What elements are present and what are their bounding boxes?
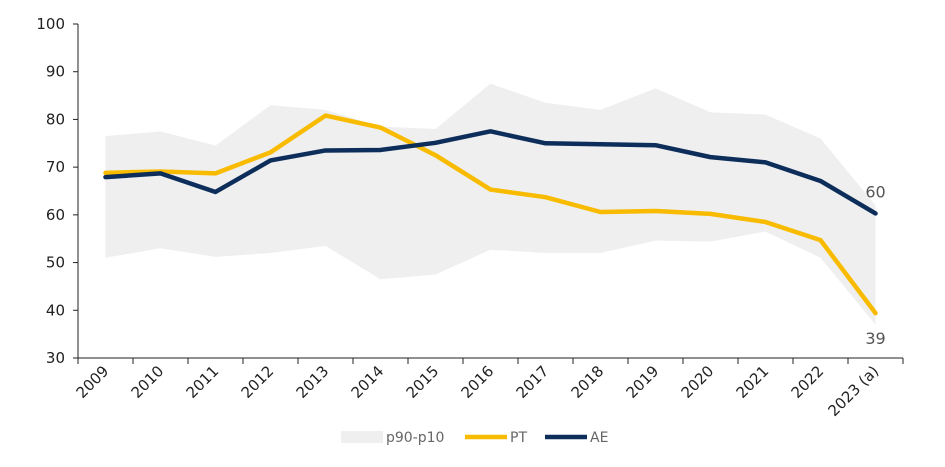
y-tick-label: 90	[46, 63, 65, 81]
legend-label: p90-p10	[386, 430, 444, 446]
y-tick-label: 50	[46, 254, 65, 272]
x-tick-label: 2013	[293, 362, 333, 402]
series-lines	[103, 113, 878, 316]
y-tick-label: 40	[46, 301, 65, 319]
legend-swatch-band	[341, 431, 383, 443]
x-tick-label: 2014	[348, 362, 388, 402]
legend: p90-p10 PT AE	[341, 430, 608, 446]
x-tick-label: 2017	[513, 362, 553, 402]
y-tick-label: 60	[46, 206, 65, 224]
y-tick-label: 70	[46, 158, 65, 176]
x-tick-label: 2022	[788, 362, 828, 402]
end-label-ae: 60	[865, 182, 885, 201]
x-tick-label: 2009	[73, 362, 113, 402]
y-axis: 30 40 50 60 70 80 90 100	[36, 15, 79, 367]
x-tick-label: 2019	[623, 362, 663, 402]
x-tick-label: 2012	[238, 362, 278, 402]
x-tick-label: 2018	[568, 362, 608, 402]
y-tick-label: 30	[46, 349, 65, 367]
legend-label: AE	[590, 430, 608, 446]
p90-p10-band	[105, 83, 876, 325]
x-tick-label: 2010	[128, 362, 168, 402]
x-tick-label: 2020	[678, 362, 718, 402]
x-tick-label: 2015	[403, 362, 443, 402]
legend-label: PT	[510, 430, 527, 446]
x-tick-label: 2021	[733, 362, 773, 402]
y-tick-label: 80	[46, 110, 65, 128]
x-tick-label: 2016	[458, 362, 498, 402]
end-label-pt: 39	[865, 329, 885, 348]
end-data-labels: 39 60	[865, 182, 885, 348]
p90-p10-area	[105, 83, 876, 325]
x-tick-label: 2011	[183, 362, 223, 402]
x-axis: 2009 2010 2011 2012 2013 2014 2015 2016 2017 2018…	[73, 357, 904, 420]
x-tick-label: 2023 (a)	[824, 362, 882, 420]
y-tick-label: 100	[36, 15, 65, 33]
